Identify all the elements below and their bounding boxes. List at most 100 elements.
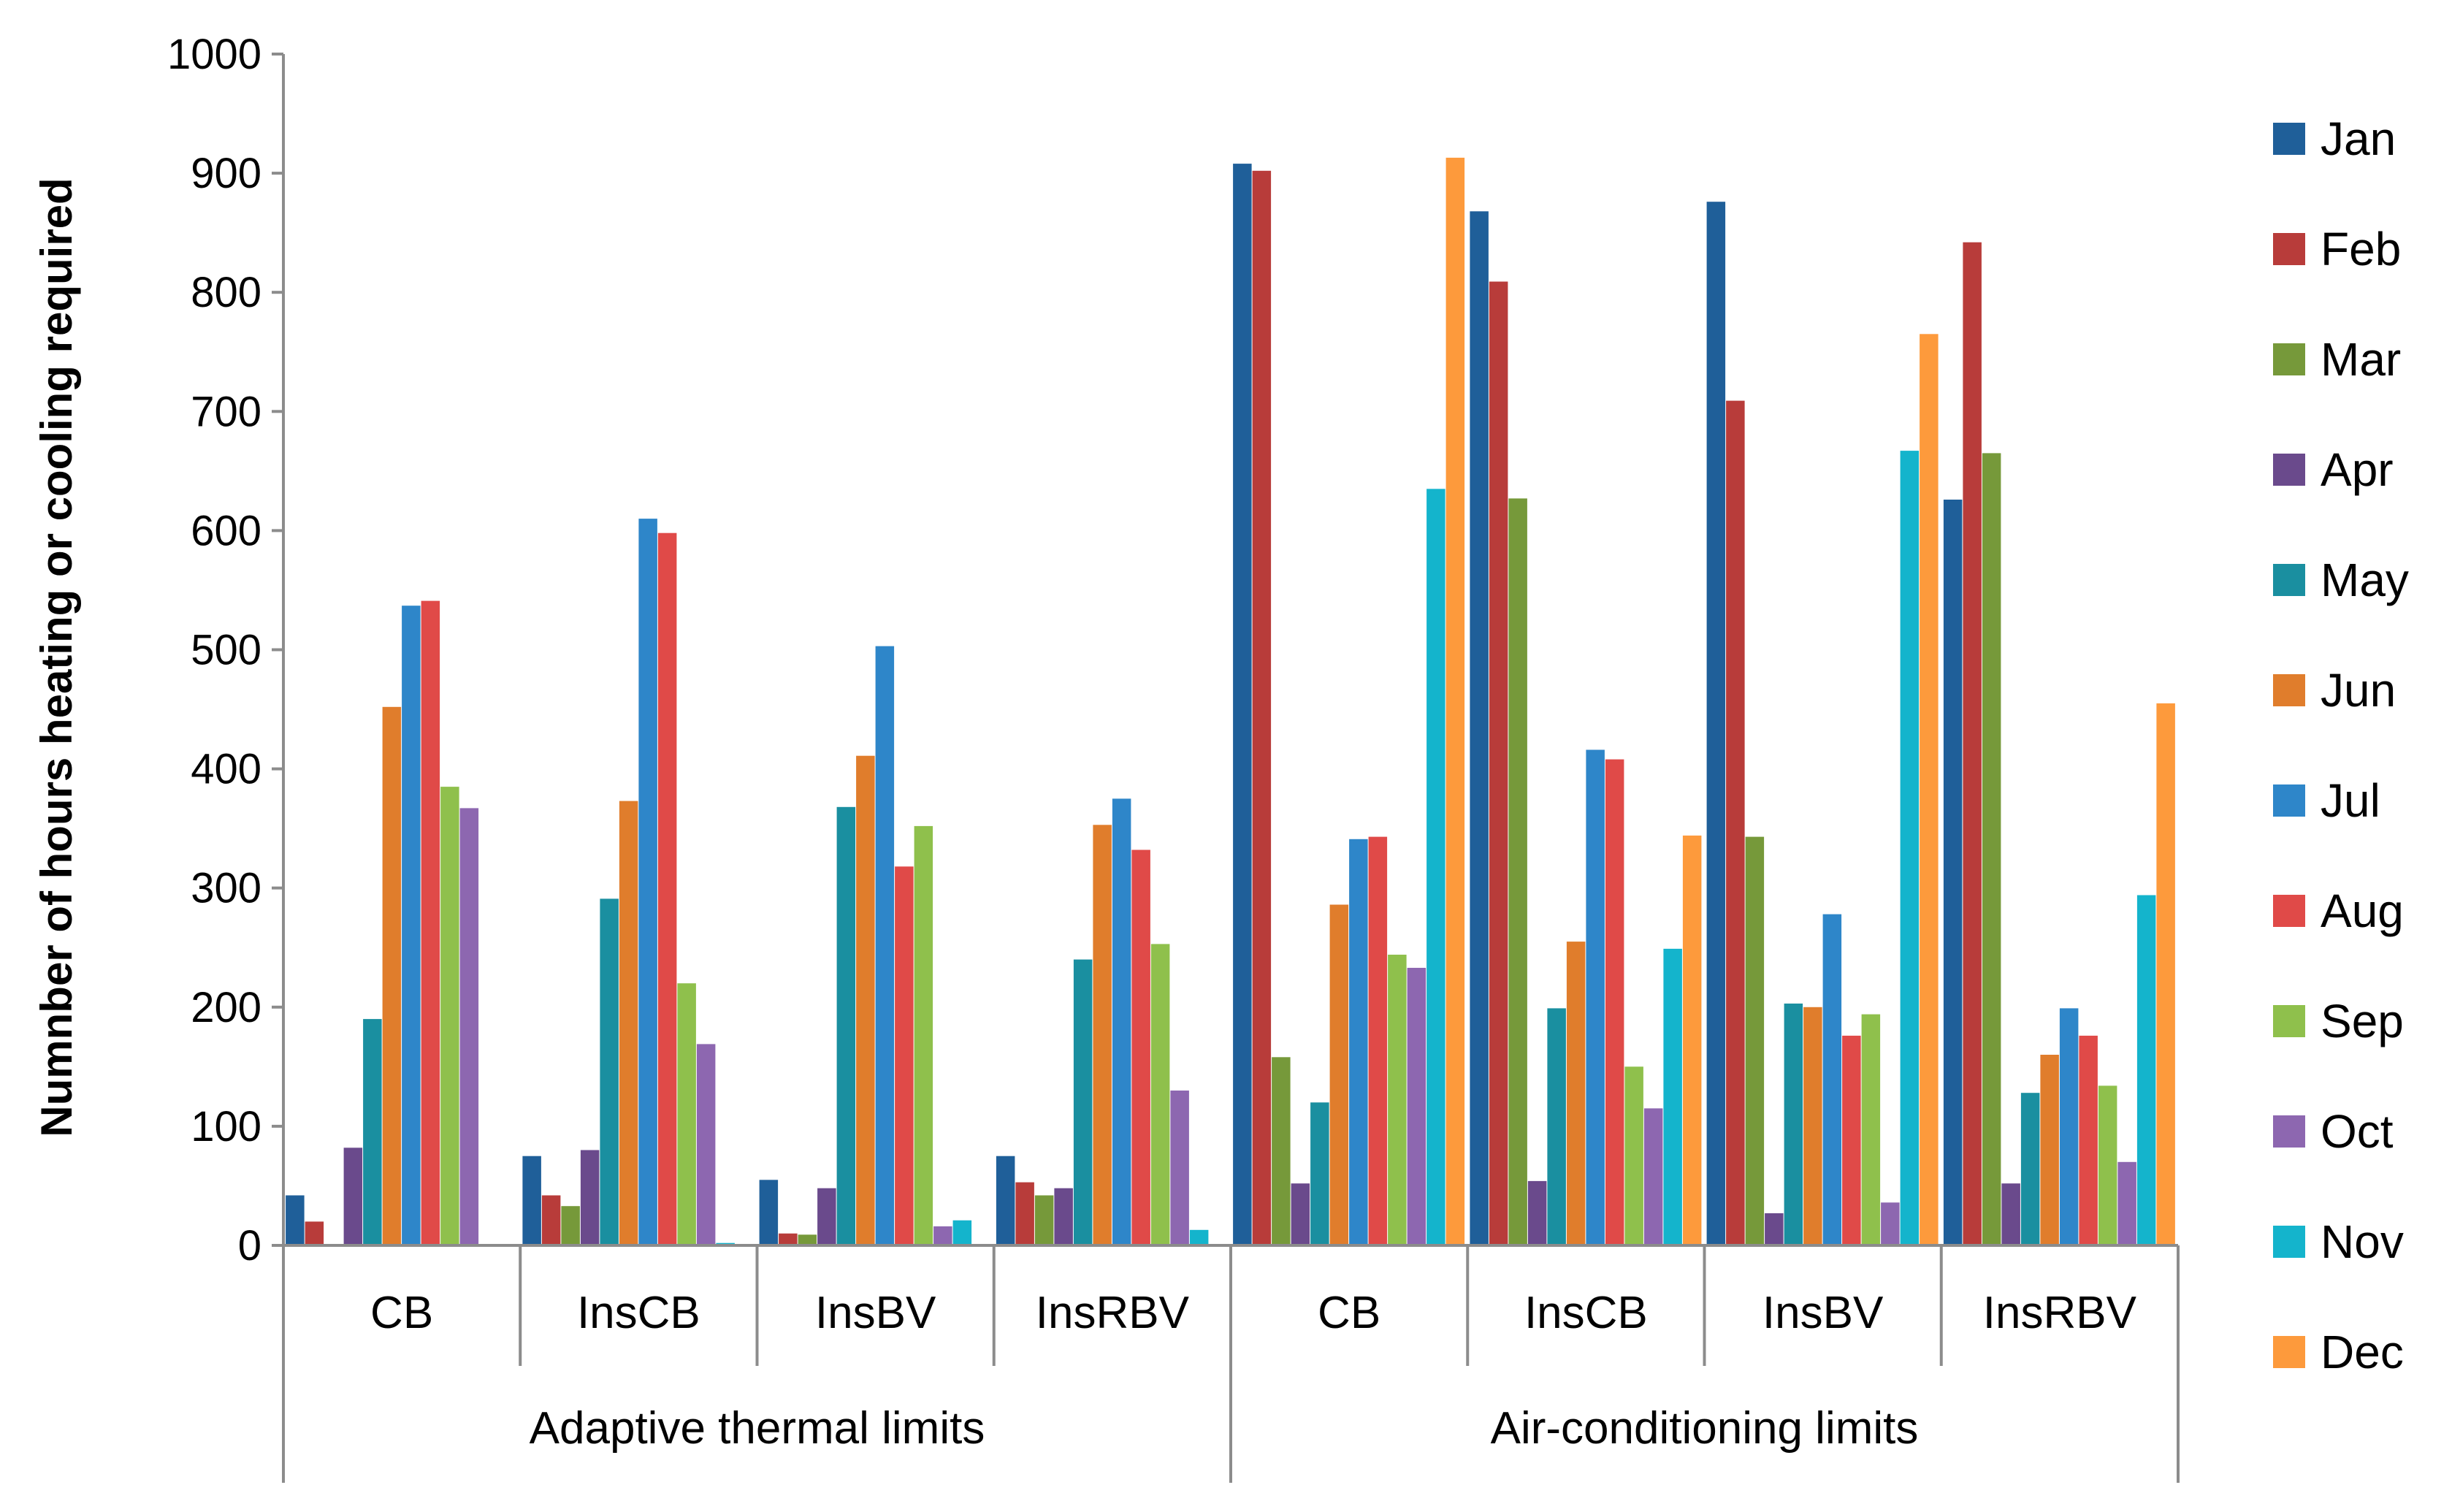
legend-label-jun: Jun (2321, 664, 2396, 717)
y-tick-label: 500 (191, 627, 261, 674)
bar-apr-4 (1291, 1183, 1310, 1245)
bar-jan-5 (1470, 211, 1489, 1245)
bar-jan-7 (1943, 500, 1963, 1245)
legend-swatch-sep (2273, 1005, 2305, 1037)
bar-apr-0 (343, 1148, 363, 1245)
bar-nov-6 (1900, 451, 1920, 1245)
bar-may-5 (1547, 1008, 1566, 1245)
bar-may-7 (2020, 1093, 2040, 1245)
bar-mar-3 (1034, 1195, 1054, 1245)
y-tick-label: 0 (238, 1222, 261, 1269)
y-tick-label: 800 (191, 269, 261, 316)
bar-oct-4 (1407, 968, 1426, 1245)
legend-swatch-mar (2273, 343, 2305, 375)
bar-aug-1 (657, 532, 677, 1245)
bar-jan-6 (1706, 202, 1726, 1246)
legend-label-mar: Mar (2321, 333, 2401, 386)
y-tick-label: 300 (191, 865, 261, 912)
bar-nov-3 (1189, 1229, 1209, 1245)
bar-jul-1 (638, 519, 657, 1245)
bar-jan-0 (286, 1195, 305, 1245)
legend-label-jul: Jul (2321, 774, 2380, 827)
legend-label-sep: Sep (2321, 995, 2404, 1047)
x-category-label: CB (370, 1288, 433, 1338)
bar-dec-4 (1445, 157, 1465, 1245)
bar-feb-0 (305, 1221, 324, 1245)
bar-feb-4 (1252, 170, 1272, 1245)
bar-mar-1 (561, 1206, 580, 1245)
bar-aug-3 (1131, 849, 1150, 1245)
bar-apr-5 (1527, 1180, 1547, 1245)
bar-jul-3 (1112, 798, 1131, 1245)
bar-feb-2 (779, 1233, 798, 1245)
bar-sep-3 (1150, 944, 1170, 1245)
y-tick-label: 200 (191, 984, 261, 1031)
bar-may-0 (363, 1019, 382, 1245)
bar-aug-7 (2079, 1035, 2098, 1245)
bar-jan-2 (759, 1180, 779, 1245)
legend-label-may: May (2321, 554, 2409, 606)
legend-swatch-dec (2273, 1336, 2305, 1368)
legend-label-oct: Oct (2321, 1105, 2394, 1158)
bar-apr-3 (1054, 1188, 1073, 1245)
bar-jun-7 (2040, 1055, 2059, 1245)
x-category-label: InsCB (1524, 1288, 1648, 1338)
y-tick-label: 1000 (167, 31, 261, 78)
x-category-label: InsBV (1762, 1288, 1884, 1338)
bar-feb-7 (1963, 242, 1982, 1246)
bar-oct-1 (696, 1044, 716, 1245)
bar-sep-7 (2098, 1085, 2117, 1245)
legend-swatch-aug (2273, 895, 2305, 927)
bar-dec-7 (2156, 703, 2175, 1245)
bar-mar-4 (1272, 1057, 1291, 1245)
bar-sep-2 (914, 825, 933, 1245)
bar-nov-5 (1663, 948, 1682, 1245)
bar-apr-6 (1765, 1213, 1784, 1245)
bar-dec-6 (1920, 334, 1939, 1245)
legend-label-dec: Dec (2321, 1326, 2404, 1378)
legend-swatch-jan (2273, 123, 2305, 155)
bar-aug-6 (1842, 1035, 1861, 1245)
bar-jan-4 (1233, 164, 1252, 1246)
bar-jun-1 (619, 801, 638, 1245)
legend-swatch-may (2273, 564, 2305, 596)
x-category-label: CB (1318, 1288, 1380, 1338)
bar-oct-7 (2117, 1161, 2136, 1245)
bar-feb-5 (1489, 281, 1508, 1245)
legend-label-feb: Feb (2321, 223, 2401, 275)
bar-jun-4 (1329, 904, 1349, 1245)
bar-jun-3 (1093, 825, 1112, 1245)
bar-may-4 (1310, 1102, 1329, 1245)
bar-may-2 (836, 806, 856, 1245)
bar-nov-2 (952, 1220, 972, 1245)
bar-aug-5 (1605, 759, 1624, 1245)
bar-sep-0 (440, 787, 459, 1245)
bar-jan-1 (522, 1156, 541, 1245)
x-category-label: InsRBV (1036, 1288, 1190, 1338)
bar-mar-5 (1508, 498, 1527, 1245)
bar-jul-5 (1586, 749, 1605, 1245)
bar-feb-6 (1726, 400, 1745, 1245)
bar-dec-5 (1682, 835, 1702, 1245)
bar-aug-2 (895, 866, 914, 1245)
bar-jul-4 (1349, 839, 1368, 1245)
y-tick-label: 600 (191, 507, 261, 554)
x-group-label: Air-conditioning limits (1491, 1403, 1919, 1454)
y-axis-title: Numnber of hours heating or cooling requ… (32, 177, 81, 1137)
bar-oct-0 (459, 808, 479, 1245)
legend: Jan Feb Mar Apr May Jun Jul Aug Sep Oct Nov Dec (2273, 112, 2409, 1378)
bar-jan-3 (996, 1156, 1015, 1245)
bar-aug-0 (421, 600, 440, 1245)
bar-feb-3 (1015, 1182, 1034, 1245)
bar-apr-2 (817, 1188, 836, 1245)
bar-oct-3 (1170, 1091, 1189, 1245)
legend-swatch-apr (2273, 454, 2305, 486)
bar-sep-4 (1388, 955, 1407, 1245)
bar-sep-5 (1624, 1066, 1643, 1245)
y-tick-label: 900 (191, 150, 261, 197)
bar-sep-6 (1861, 1014, 1881, 1245)
bar-mar-6 (1745, 836, 1765, 1245)
bar-jun-0 (382, 706, 402, 1245)
bar-apr-1 (580, 1150, 600, 1245)
